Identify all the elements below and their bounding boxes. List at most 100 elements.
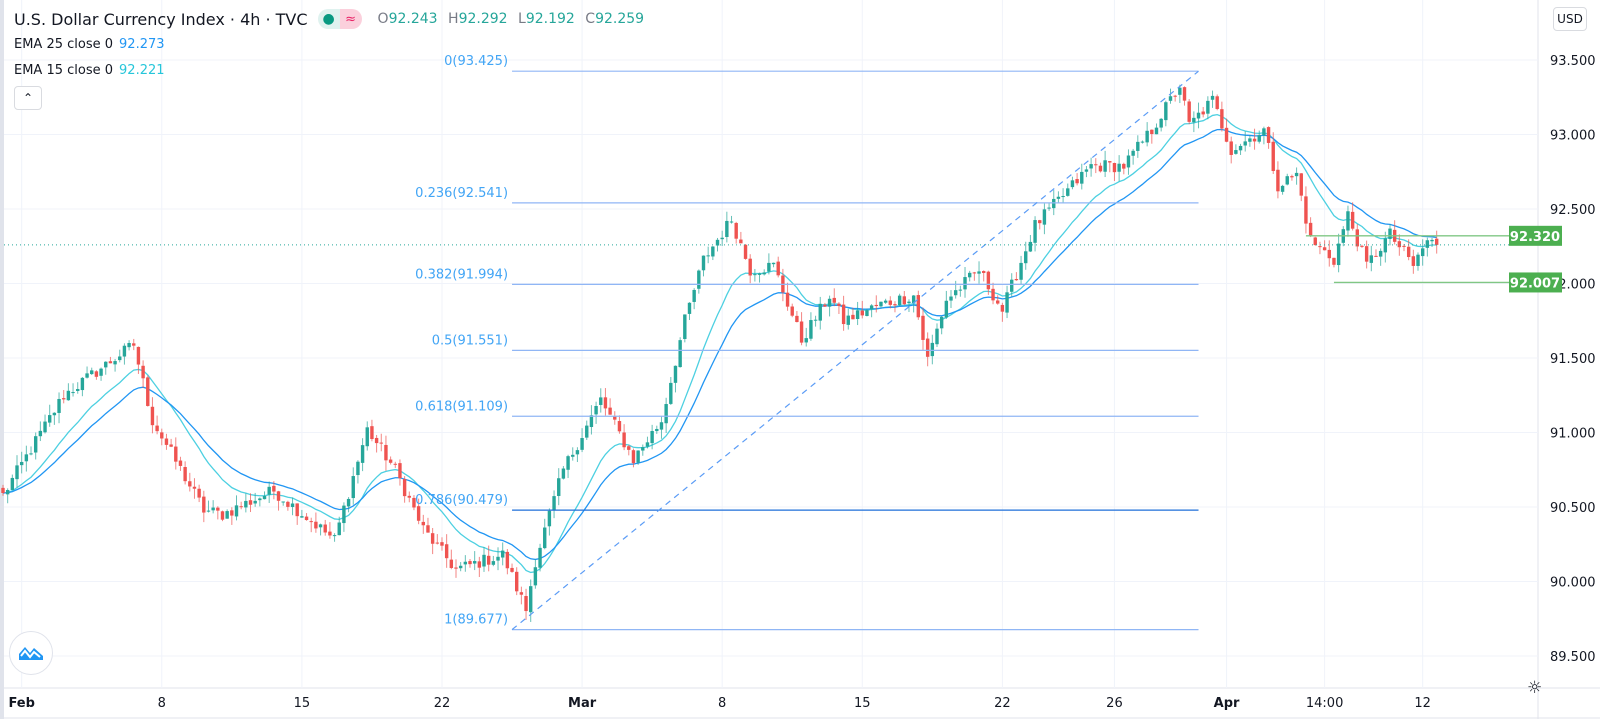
candle xyxy=(1094,158,1098,174)
candle xyxy=(1318,241,1322,255)
candle-body xyxy=(1257,135,1261,142)
low-value: 92.192 xyxy=(525,11,575,27)
candle-body xyxy=(972,272,977,274)
candle xyxy=(1084,166,1089,178)
fib-level-label: 0.618(91.109) xyxy=(415,399,508,414)
candle-body xyxy=(356,461,360,476)
candle xyxy=(253,492,257,507)
candle xyxy=(1089,157,1093,177)
candle xyxy=(921,307,925,351)
candle-body xyxy=(1416,254,1420,266)
candle xyxy=(454,559,458,578)
candle-body xyxy=(52,412,57,416)
y-tick-label: 90.000 xyxy=(1550,576,1596,591)
candle xyxy=(949,290,953,308)
candle-body xyxy=(118,356,122,361)
candle-body xyxy=(1196,112,1201,119)
candle-body xyxy=(771,262,776,265)
candle-body xyxy=(164,438,169,445)
candle-body xyxy=(869,305,874,310)
candle-body xyxy=(977,271,981,274)
candle xyxy=(1411,249,1416,274)
fib-level-label: 0.382(91.994) xyxy=(415,267,508,282)
candle-body xyxy=(1360,245,1364,247)
candle-body xyxy=(1434,238,1439,245)
candle xyxy=(1014,272,1019,281)
candle-body xyxy=(533,567,538,586)
candle xyxy=(328,522,332,539)
candle-body xyxy=(202,496,206,513)
candle-body xyxy=(1080,171,1084,184)
y-tick-label: 91.500 xyxy=(1550,352,1596,367)
candle xyxy=(314,512,318,533)
candle xyxy=(402,476,407,503)
candle-body xyxy=(360,445,365,463)
candle xyxy=(1397,234,1402,256)
symbol-title[interactable]: U.S. Dollar Currency Index · 4h · TVC xyxy=(14,9,308,29)
candle xyxy=(192,478,197,499)
settings-gear-icon[interactable]: ☼ xyxy=(1527,678,1543,698)
candle-body xyxy=(1000,304,1005,312)
candle-body xyxy=(286,501,290,507)
candle xyxy=(1000,302,1005,322)
candle xyxy=(617,415,622,434)
candle-body xyxy=(1327,249,1331,259)
candle xyxy=(1378,248,1383,266)
ema-25-line xyxy=(2,128,1437,561)
indicator-ema15[interactable]: EMA 15 close 0 92.221 xyxy=(14,58,650,84)
candle-body xyxy=(225,511,229,519)
candle xyxy=(585,420,589,440)
candle xyxy=(1010,273,1014,297)
candle xyxy=(701,255,706,277)
candle xyxy=(996,295,1000,305)
market-status-badge[interactable]: ● ≈ xyxy=(317,9,362,29)
candle xyxy=(472,551,477,571)
fib-level-label: 0.786(90.479) xyxy=(415,493,508,508)
indicator-ema25[interactable]: EMA 25 close 0 92.273 xyxy=(14,32,650,58)
candle-body xyxy=(314,521,318,529)
candle xyxy=(416,498,421,525)
candle-body xyxy=(5,490,10,495)
indicator-label: EMA 15 close 0 xyxy=(14,63,114,78)
candle-body xyxy=(188,481,192,487)
candle xyxy=(449,549,454,570)
candle xyxy=(1313,236,1317,246)
candle-body xyxy=(155,425,159,432)
candle xyxy=(160,428,164,446)
candle xyxy=(1047,202,1051,211)
collapse-legend-button[interactable]: ⌃ xyxy=(14,86,42,110)
candle-body xyxy=(468,561,472,565)
candle xyxy=(818,296,822,330)
candle xyxy=(323,519,327,536)
candle-body xyxy=(33,436,38,453)
candle xyxy=(104,361,108,375)
candle xyxy=(925,332,930,367)
currency-button[interactable]: USD xyxy=(1553,7,1587,31)
candle-body xyxy=(486,555,491,565)
candle xyxy=(589,405,594,435)
candle-body xyxy=(991,288,995,301)
candle xyxy=(239,501,243,510)
candle-body xyxy=(729,221,734,223)
candle xyxy=(1028,234,1033,253)
candle-body xyxy=(837,303,841,306)
candle-body xyxy=(720,237,724,240)
candle xyxy=(669,377,673,405)
candle xyxy=(753,268,757,282)
candle-body xyxy=(1388,228,1392,240)
candle-body xyxy=(477,561,482,568)
candle xyxy=(1112,162,1117,181)
tradingview-logo-icon[interactable] xyxy=(9,631,53,675)
candle-body xyxy=(641,447,645,451)
candle xyxy=(62,390,66,404)
candle-body xyxy=(1420,248,1425,257)
candle-body xyxy=(879,301,883,307)
candle xyxy=(24,445,29,472)
candle xyxy=(673,365,678,393)
candle-body xyxy=(1290,176,1294,178)
candle xyxy=(304,513,309,521)
x-tick-label: 14:00 xyxy=(1306,696,1343,711)
candle xyxy=(785,282,790,311)
candle xyxy=(136,346,141,374)
